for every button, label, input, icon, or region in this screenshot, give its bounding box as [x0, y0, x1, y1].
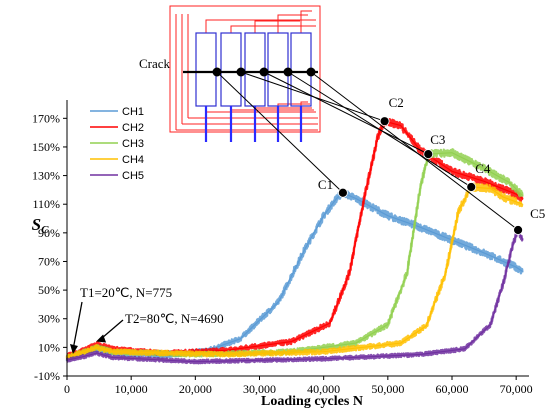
legend-label-ch2: CH2: [122, 122, 144, 134]
legend-label-ch3: CH3: [122, 138, 144, 150]
axes: -10% 10% 30% 50% 70% 90% 110% 130% 150% 170% 0 10,0…: [32, 100, 533, 396]
crack-point-3: [259, 67, 269, 77]
series-ch1: [65, 189, 524, 362]
marker-label-c5: C5: [530, 206, 545, 221]
y-tick-label: 130%: [32, 169, 60, 183]
x-tick-label: 30,000: [243, 382, 276, 396]
series-ch5: [65, 228, 524, 365]
x-tick-label: 10,000: [115, 382, 148, 396]
series-line-ch5: [66, 228, 524, 363]
specimen-inset: Crack: [139, 5, 321, 142]
marker-c2: [379, 116, 390, 127]
legend-label-ch1: CH1: [122, 106, 144, 118]
marker-c1: [338, 187, 348, 198]
x-tick-label: 40,000: [307, 382, 340, 396]
connector-c4: [287, 71, 472, 188]
annotation-t1-arrow: [72, 301, 83, 351]
crack-point-2: [236, 67, 246, 77]
x-tick-label: 0: [64, 382, 70, 396]
y-tick-label: 30%: [38, 312, 60, 326]
legend-label-ch4: CH4: [122, 154, 144, 166]
y-axis-title-sub: C: [41, 224, 49, 236]
y-axis-title-main: S: [32, 215, 41, 234]
crack-point-5: [306, 67, 316, 77]
x-tick-label: 20,000: [179, 382, 212, 396]
annotation-t2: T2=80℃, N=4690: [125, 311, 224, 326]
annotation-t1-arrowhead: [69, 344, 78, 354]
series-ch4: [65, 182, 524, 361]
marker-c3: [423, 149, 434, 160]
annotations: T1=20℃, N=775 T2=80℃, N=4690: [69, 285, 224, 354]
x-axis-title: Loading cycles N: [261, 394, 363, 409]
y-tick-label: 10%: [38, 340, 60, 354]
connector-c1: [216, 71, 344, 194]
series-line-ch1: [66, 192, 523, 360]
crack-point-4: [283, 67, 293, 77]
annotation-t2-arrowhead: [96, 334, 107, 343]
marker-label-c2: C2: [389, 95, 404, 110]
specimen-wiring: [175, 10, 318, 131]
y-tick-label: 70%: [38, 254, 60, 268]
crack-label: Crack: [139, 56, 171, 71]
marker-label-c3: C3: [430, 132, 445, 147]
gauge-ch1: [195, 32, 217, 107]
crack-markers: C1 C2 C3 C4 C5: [318, 95, 545, 235]
x-tick-label: 50,000: [371, 382, 404, 396]
y-tick-label: 170%: [32, 111, 60, 125]
marker-c5: [513, 225, 523, 235]
marker-label-c4: C4: [475, 161, 491, 176]
series-line-ch4: [66, 186, 523, 358]
y-tick-label: 50%: [38, 283, 60, 297]
y-tick-label: 90%: [38, 226, 60, 240]
series-band-ch1: [65, 189, 524, 362]
gauge-leads: [204, 106, 303, 142]
y-tick-label: 150%: [32, 140, 60, 154]
crack-point-1: [212, 67, 222, 77]
connector-c5: [310, 71, 519, 231]
legend-label-ch5: CH5: [122, 170, 144, 182]
specimen-outline: [169, 5, 321, 133]
marker-label-c1: C1: [318, 177, 333, 192]
connector-c3: [263, 71, 429, 155]
connector-lines: [212, 67, 519, 231]
series-line-ch3: [66, 152, 524, 358]
series-layer: [65, 118, 524, 365]
y-axis-title: SC: [32, 215, 49, 236]
x-tick-label: 60,000: [436, 382, 469, 396]
legend: CH1 CH2 CH3 CH4 CH5: [90, 106, 144, 182]
annotation-t1: T1=20℃, N=775: [80, 285, 172, 300]
x-tick-label: 70,000: [500, 382, 533, 396]
marker-c4: [466, 182, 477, 192]
y-tick-label: 110%: [32, 197, 60, 211]
y-tick-label: -10%: [34, 369, 60, 383]
gauge-cells: [195, 32, 312, 107]
